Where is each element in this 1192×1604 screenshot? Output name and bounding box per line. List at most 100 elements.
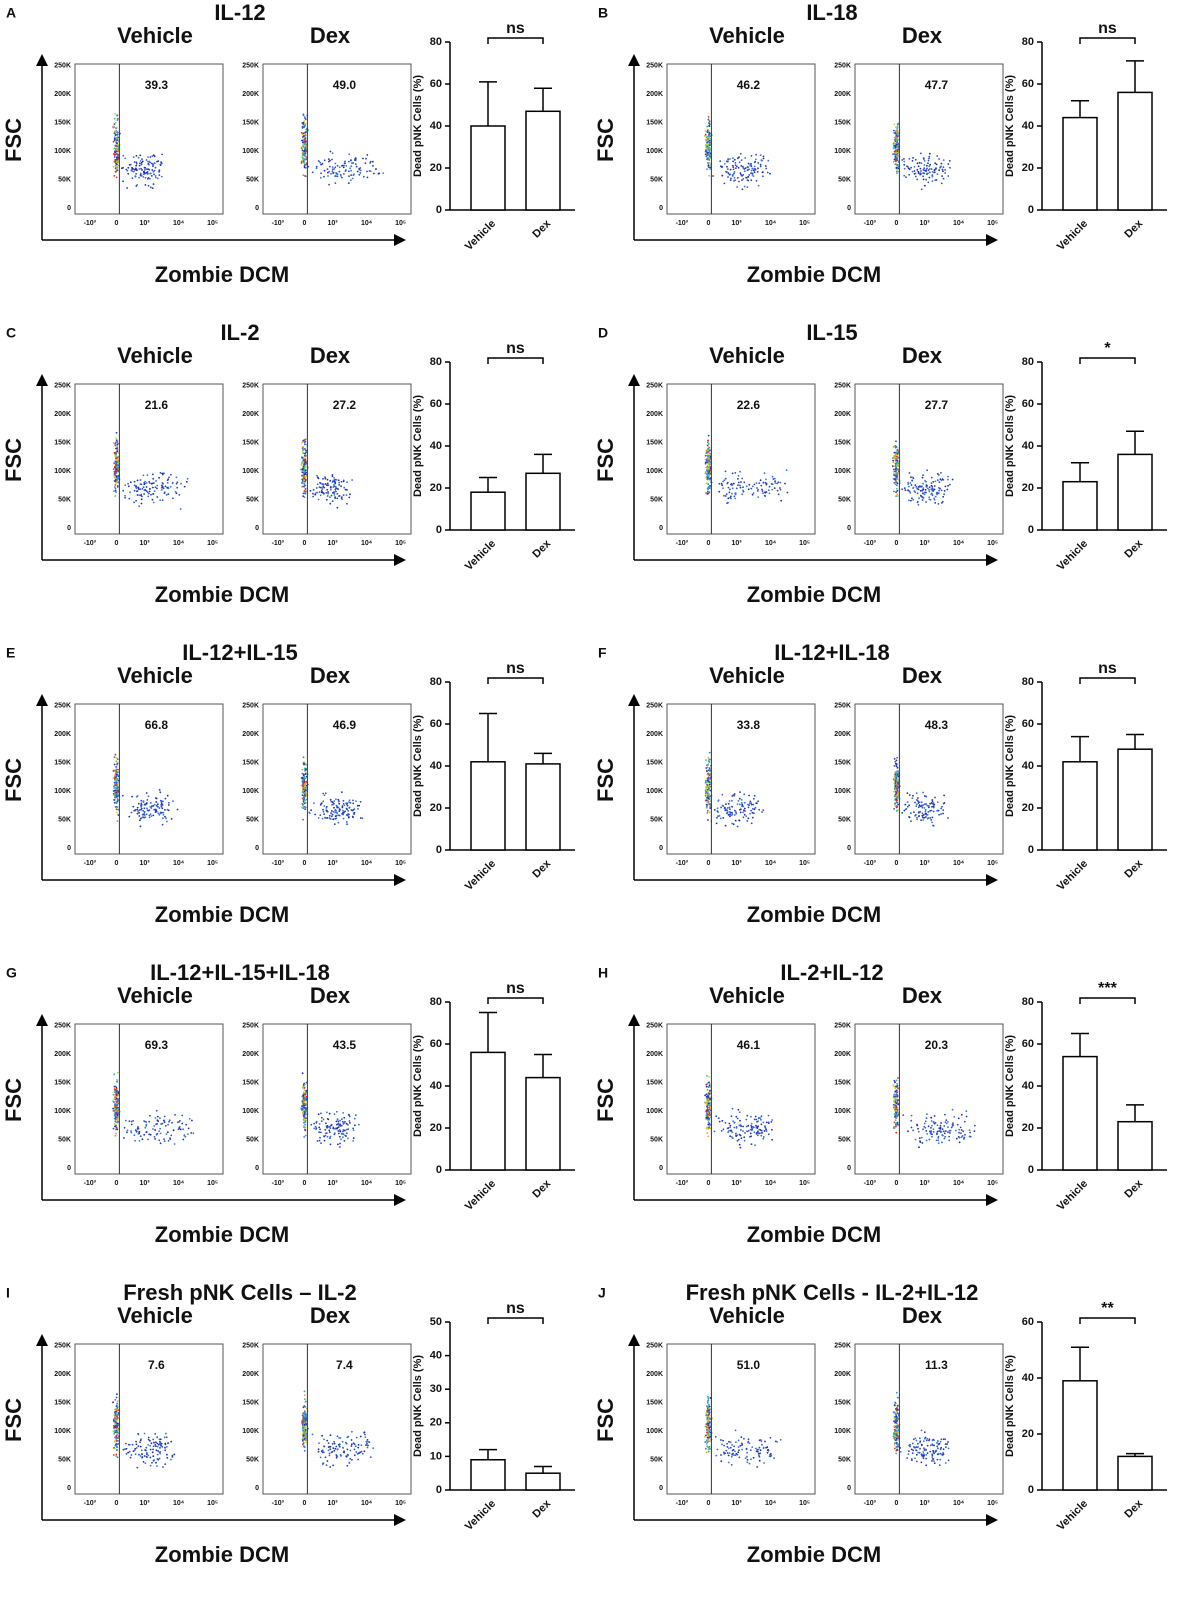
cell-dot <box>335 490 337 493</box>
cell-dot <box>752 1126 755 1129</box>
cell-dot <box>140 161 143 164</box>
cell-dot <box>115 1103 117 1106</box>
cell-dot <box>731 484 733 486</box>
cell-dot <box>305 156 307 158</box>
cell-dot <box>726 811 729 814</box>
cell-dot <box>149 156 152 158</box>
cell-dot <box>718 815 721 817</box>
gate-percentage: 46.2 <box>737 78 761 92</box>
cell-dot <box>733 180 735 182</box>
cell-dot <box>925 1117 928 1119</box>
cell-dot <box>940 807 942 810</box>
cell-dot <box>948 1139 951 1142</box>
cell-dot <box>140 802 143 805</box>
cell-dot <box>152 805 155 807</box>
cell-dot <box>116 168 118 170</box>
cell-dot <box>339 1135 341 1138</box>
cell-dot <box>894 483 897 486</box>
cell-dot <box>729 811 732 814</box>
cell-dot <box>709 1124 711 1126</box>
cell-dot <box>705 759 707 761</box>
cell-dot <box>734 497 737 500</box>
cell-dot <box>113 802 116 804</box>
cell-dot <box>116 1080 118 1083</box>
cell-dot <box>743 807 746 810</box>
cell-dot <box>116 134 118 136</box>
cell-dot <box>750 1122 753 1125</box>
cell-dot <box>762 1137 765 1140</box>
cell-dot <box>742 811 744 814</box>
cell-dot <box>897 122 900 125</box>
cell-dot <box>322 1118 325 1121</box>
y-tick-label: 60 <box>430 718 442 730</box>
flow-y-tick-label: 100K <box>646 468 663 475</box>
cell-dot <box>325 1122 327 1125</box>
cell-dot <box>114 1110 117 1113</box>
cell-dot <box>155 1123 158 1126</box>
cell-dot <box>301 146 304 148</box>
cell-dot <box>910 499 912 502</box>
cell-dot <box>709 806 711 808</box>
flow-plot <box>854 63 1004 215</box>
cell-dot <box>767 1133 770 1136</box>
cell-dot <box>709 478 711 481</box>
cell-dot <box>947 484 949 487</box>
cell-dot <box>151 169 154 171</box>
cell-dot <box>303 761 306 763</box>
cell-dot <box>916 178 919 181</box>
condition-label: Vehicle <box>117 1303 193 1328</box>
flow-y-tick-label: 0 <box>255 525 259 532</box>
cell-dot <box>184 1136 187 1138</box>
cell-dot <box>897 793 900 795</box>
cell-dot <box>917 1127 919 1130</box>
cell-dot <box>892 465 894 467</box>
cell-dot <box>348 799 351 802</box>
cell-dot <box>337 798 340 801</box>
cell-dot <box>928 496 931 499</box>
cell-dot <box>317 1113 320 1116</box>
cell-dot <box>894 1081 896 1084</box>
cell-dot <box>114 489 117 492</box>
cell-dot <box>896 495 899 497</box>
cell-dot <box>747 488 750 491</box>
cell-dot <box>726 160 728 163</box>
cell-dot <box>327 158 330 161</box>
cell-dot <box>936 479 939 481</box>
y-tick-label: 40 <box>1022 120 1034 132</box>
cell-dot <box>953 1116 956 1118</box>
cell-dot <box>709 779 712 781</box>
cell-dot <box>163 1138 165 1140</box>
cell-dot <box>156 1115 159 1118</box>
flow-x-tick-label: 10⁵ <box>207 540 218 547</box>
cell-dot <box>140 174 143 177</box>
flow-y-tick-label: 250K <box>242 382 259 389</box>
cell-dot <box>931 171 934 173</box>
cell-dot <box>113 123 116 125</box>
cell-dot <box>331 170 334 173</box>
y-tick-label: 0 <box>436 844 442 856</box>
flow-y-tick-label: 50K <box>246 816 259 823</box>
y-axis-label: Dead pNK Cells (%) <box>1004 715 1016 817</box>
cell-dot <box>143 1432 146 1435</box>
cell-dot <box>931 1135 933 1138</box>
cell-dot <box>336 164 339 167</box>
flow-y-tick-label: 150K <box>242 439 259 446</box>
cell-dot <box>720 806 722 809</box>
flow-y-tick-label: 100K <box>54 788 71 795</box>
cell-dot <box>732 157 734 160</box>
cell-dot <box>707 118 710 121</box>
cell-dot <box>925 491 927 494</box>
cell-dot <box>707 1098 710 1101</box>
cell-dot <box>335 1110 338 1113</box>
cell-dot <box>141 816 144 819</box>
cell-dot <box>382 172 385 175</box>
cell-dot <box>138 811 141 814</box>
cell-dot <box>932 1121 935 1123</box>
cell-dot <box>749 164 752 167</box>
cell-dot <box>140 799 143 802</box>
cell-dot <box>961 1135 964 1137</box>
cell-dot <box>133 161 136 163</box>
cell-dot <box>739 1119 741 1122</box>
cell-dot <box>115 1094 118 1097</box>
flow-x-tick-label: 10⁵ <box>395 1500 406 1507</box>
